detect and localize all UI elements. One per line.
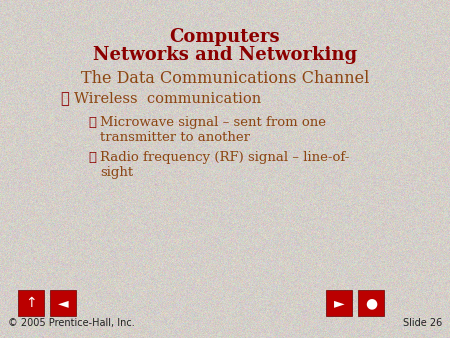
Text: ✓: ✓ — [88, 151, 96, 164]
Text: Computers: Computers — [170, 28, 280, 46]
Text: ✓: ✓ — [88, 116, 96, 129]
FancyBboxPatch shape — [18, 290, 44, 316]
Text: sight: sight — [100, 166, 133, 179]
Text: Slide 26: Slide 26 — [403, 318, 442, 328]
Text: ►: ► — [334, 296, 344, 310]
Text: ↑: ↑ — [25, 296, 37, 310]
Text: ●: ● — [365, 296, 377, 310]
Text: ◄: ◄ — [58, 296, 68, 310]
Text: Wireless  communication: Wireless communication — [74, 92, 261, 106]
Text: The Data Communications Channel: The Data Communications Channel — [81, 70, 369, 87]
Text: Radio frequency (RF) signal – line-of-: Radio frequency (RF) signal – line-of- — [100, 151, 349, 164]
FancyBboxPatch shape — [50, 290, 76, 316]
Text: Microwave signal – sent from one: Microwave signal – sent from one — [100, 116, 326, 129]
Text: ✓: ✓ — [60, 92, 69, 106]
Text: transmitter to another: transmitter to another — [100, 131, 250, 144]
FancyBboxPatch shape — [358, 290, 384, 316]
FancyBboxPatch shape — [326, 290, 352, 316]
Text: Networks and Networking: Networks and Networking — [93, 46, 357, 64]
Text: © 2005 Prentice-Hall, Inc.: © 2005 Prentice-Hall, Inc. — [8, 318, 135, 328]
